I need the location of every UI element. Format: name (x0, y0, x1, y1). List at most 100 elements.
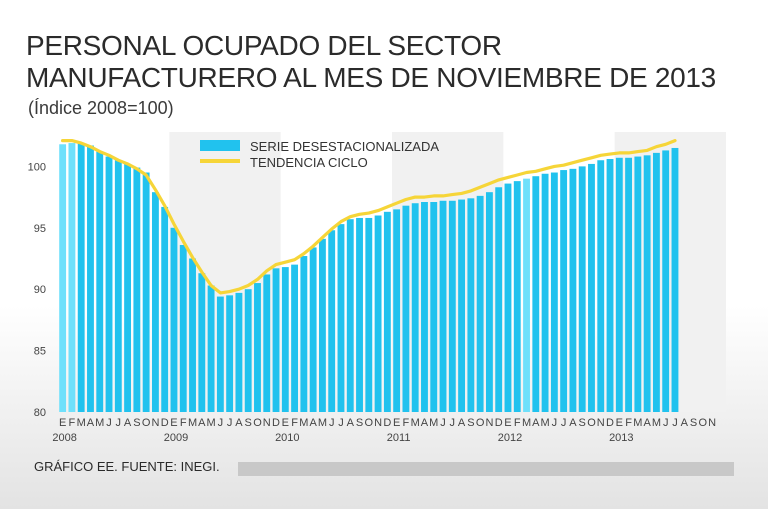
y-tick-label: 80 (34, 407, 46, 419)
x-tick-label: M (318, 417, 327, 429)
year-label-2008: 2008 (52, 432, 76, 444)
bar (170, 227, 178, 412)
x-tick-label: M (188, 417, 197, 429)
bar (495, 187, 503, 412)
bar (59, 144, 67, 412)
x-tick-label: F (291, 417, 298, 429)
bar (198, 273, 206, 412)
bar (485, 192, 493, 412)
chart-title-line1: PERSONAL OCUPADO DEL SECTOR (26, 30, 502, 61)
bar (560, 170, 568, 412)
bar (309, 247, 317, 412)
x-tick-label: O (253, 417, 262, 429)
trend-line (60, 139, 677, 295)
bar (346, 219, 354, 412)
bar (179, 244, 187, 412)
x-tick-label: J (440, 417, 446, 429)
x-tick-label: J (552, 417, 558, 429)
legend-swatch-line (200, 159, 240, 163)
x-tick-label: A (198, 417, 206, 429)
x-tick-label: O (476, 417, 485, 429)
bar (105, 156, 113, 412)
bar (532, 176, 540, 412)
bar (411, 203, 419, 412)
bar (374, 215, 382, 412)
bar (476, 195, 484, 412)
bar (254, 283, 261, 412)
bar (235, 292, 243, 412)
bar (96, 151, 104, 413)
year-band-2009 (169, 132, 281, 412)
x-tick-label: N (374, 417, 382, 429)
bar (77, 143, 85, 413)
bar (189, 258, 196, 412)
x-tick-label: J (106, 417, 112, 429)
bar (569, 168, 577, 412)
bar (597, 160, 605, 412)
x-tick-label: O (699, 417, 708, 429)
x-tick-label: M (540, 417, 549, 429)
bar (588, 163, 595, 412)
bar (652, 152, 660, 412)
year-label-2010: 2010 (275, 432, 299, 444)
y-tick-label: 85 (34, 346, 46, 358)
x-tick-label: D (161, 417, 169, 429)
x-tick-label: J (227, 417, 233, 429)
x-tick-label: J (329, 417, 335, 429)
x-tick-label: N (597, 417, 605, 429)
x-tick-label: M (522, 417, 531, 429)
bar (402, 205, 410, 412)
x-tick-label: D (495, 417, 503, 429)
bar (421, 202, 428, 412)
bar (383, 211, 391, 412)
bar (151, 192, 159, 412)
bar (504, 183, 512, 412)
x-tick-label: N (708, 417, 716, 429)
x-tick-label: S (245, 417, 252, 429)
chart-subtitle: (Índice 2008=100) (28, 98, 174, 118)
bar (207, 285, 215, 412)
x-tick-label: D (606, 417, 614, 429)
bar (625, 157, 633, 412)
x-tick-label: O (142, 417, 151, 429)
x-tick-label: F (69, 417, 76, 429)
x-tick-label: S (133, 417, 140, 429)
x-tick-label: F (403, 417, 410, 429)
x-tick-label: J (116, 417, 122, 429)
x-tick-label: A (532, 417, 540, 429)
bar (634, 156, 642, 412)
y-tick-label: 95 (34, 223, 46, 235)
y-tick-label: 90 (34, 284, 46, 296)
bar (430, 202, 438, 412)
year-label-2009: 2009 (164, 432, 188, 444)
y-tick-label: 100 (28, 161, 46, 173)
bar (124, 163, 132, 412)
legend-label-bars: SERIE DESESTACIONALIZADA (250, 139, 439, 154)
x-tick-label: A (681, 417, 689, 429)
x-tick-label: A (643, 417, 651, 429)
bar (318, 238, 326, 412)
year-label-2011: 2011 (387, 432, 411, 444)
x-tick-label: N (263, 417, 271, 429)
x-tick-label: A (309, 417, 317, 429)
bar (662, 150, 670, 412)
source-note: GRÁFICO EE. FUENTE: INEGI. (34, 459, 220, 474)
bar (643, 155, 651, 413)
x-tick-label: M (429, 417, 438, 429)
x-tick-label: A (458, 417, 466, 429)
bar (671, 147, 679, 412)
x-tick-label: J (672, 417, 678, 429)
year-label-2013: 2013 (609, 432, 633, 444)
bar (541, 173, 549, 412)
x-tick-label: M (411, 417, 420, 429)
year-label-2012: 2012 (498, 432, 522, 444)
x-tick-label: O (365, 417, 374, 429)
x-tick-label: S (579, 417, 586, 429)
bar (467, 198, 475, 412)
x-tick-label: M (299, 417, 308, 429)
x-tick-label: M (77, 417, 86, 429)
bar (513, 181, 521, 412)
year-band-2013 (614, 132, 726, 412)
legend-swatch-bars (200, 140, 240, 151)
